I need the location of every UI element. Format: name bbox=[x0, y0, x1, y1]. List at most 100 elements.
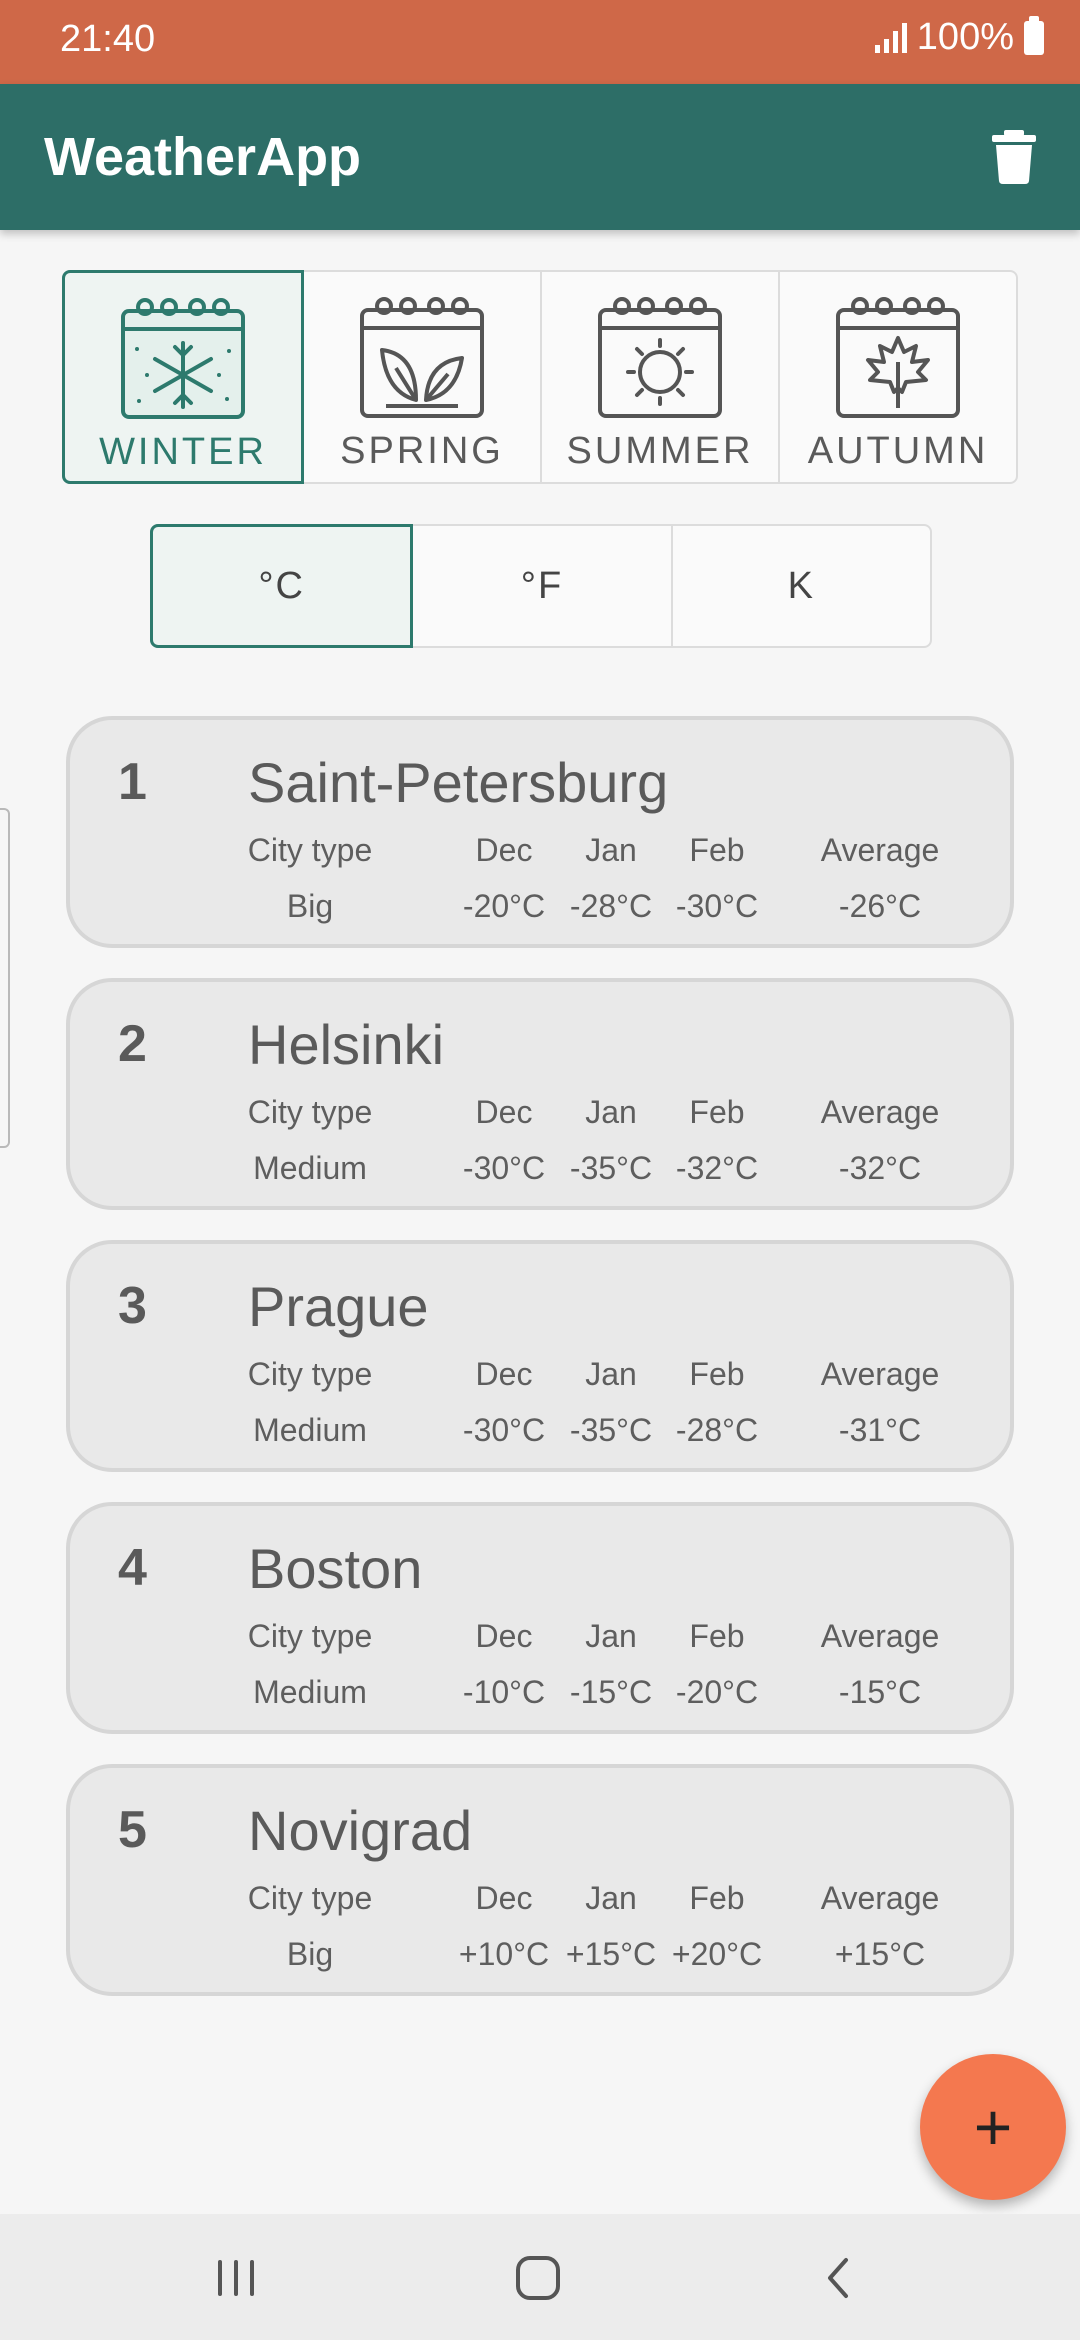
drawer-handle[interactable] bbox=[0, 808, 10, 1148]
city-type-value: Medium bbox=[253, 1150, 367, 1186]
jan-header: Jan bbox=[585, 1880, 637, 1916]
feb-value: -20°C bbox=[675, 1674, 759, 1710]
dec-header: Dec bbox=[475, 1880, 533, 1916]
city-type-value: Big bbox=[286, 1936, 334, 1972]
signal-icon bbox=[874, 22, 907, 53]
city-name: Saint-Petersburg bbox=[248, 751, 669, 814]
season-winter-button[interactable]: WINTER bbox=[62, 270, 304, 484]
dec-value: -20°C bbox=[462, 888, 546, 924]
dec-value: -10°C bbox=[462, 1674, 546, 1710]
city-type-header: City type bbox=[247, 1880, 373, 1916]
dec-value: -30°C bbox=[462, 1150, 546, 1186]
average-header: Average bbox=[820, 832, 940, 868]
jan-header: Jan bbox=[585, 1094, 637, 1130]
average-value: +15°C bbox=[834, 1936, 926, 1972]
jan-value: -35°C bbox=[569, 1412, 653, 1448]
status-bar: 21:40 100% bbox=[0, 0, 1080, 84]
unit-celsius-button[interactable]: °C bbox=[150, 524, 414, 648]
feb-value: -32°C bbox=[675, 1150, 759, 1186]
delete-button[interactable] bbox=[984, 126, 1044, 186]
feb-header: Feb bbox=[689, 1094, 745, 1130]
jan-header: Jan bbox=[585, 1618, 637, 1654]
app-title: WeatherApp bbox=[44, 127, 362, 187]
jan-header: Jan bbox=[585, 832, 637, 868]
city-card[interactable]: 3 Prague City type Dec Jan Feb Average M… bbox=[66, 1240, 1014, 1472]
average-header: Average bbox=[820, 1618, 940, 1654]
city-type-header: City type bbox=[247, 1618, 373, 1654]
recent-apps-icon bbox=[218, 2260, 254, 2296]
back-button[interactable] bbox=[810, 2248, 870, 2308]
average-header: Average bbox=[820, 1356, 940, 1392]
jan-value: -15°C bbox=[569, 1674, 653, 1710]
back-icon bbox=[828, 2258, 848, 2298]
trash-icon bbox=[992, 130, 1036, 184]
average-value: -31°C bbox=[838, 1412, 922, 1448]
status-time: 21:40 bbox=[60, 18, 156, 60]
dec-header: Dec bbox=[475, 832, 533, 868]
city-type-header: City type bbox=[247, 832, 373, 868]
jan-value: -28°C bbox=[569, 888, 653, 924]
app-bar: WeatherApp bbox=[0, 84, 1080, 230]
dec-header: Dec bbox=[475, 1618, 533, 1654]
unit-fahrenheit-button[interactable]: °F bbox=[413, 526, 673, 646]
city-card[interactable]: 2 Helsinki City type Dec Jan Feb Average… bbox=[66, 978, 1014, 1210]
city-index: 3 bbox=[118, 1277, 147, 1335]
season-summer-button[interactable]: SUMMER bbox=[542, 272, 780, 482]
home-button[interactable] bbox=[508, 2248, 568, 2308]
city-type-header: City type bbox=[247, 1356, 373, 1392]
city-card[interactable]: 5 Novigrad City type Dec Jan Feb Average… bbox=[66, 1764, 1014, 1996]
city-card[interactable]: 4 Boston City type Dec Jan Feb Average M… bbox=[66, 1502, 1014, 1734]
city-index: 4 bbox=[118, 1539, 147, 1597]
season-winter-label: WINTER bbox=[99, 431, 267, 473]
season-summer-label: SUMMER bbox=[566, 430, 754, 472]
feb-value: -30°C bbox=[675, 888, 759, 924]
city-name: Boston bbox=[248, 1537, 423, 1600]
dec-header: Dec bbox=[475, 1356, 533, 1392]
calendar-leaves-icon bbox=[360, 297, 484, 418]
feb-header: Feb bbox=[689, 832, 745, 868]
average-header: Average bbox=[820, 1094, 940, 1130]
feb-header: Feb bbox=[689, 1618, 745, 1654]
feb-header: Feb bbox=[689, 1880, 745, 1916]
city-type-header: City type bbox=[247, 1094, 373, 1130]
add-city-button[interactable]: + bbox=[920, 2054, 1066, 2200]
jan-header: Jan bbox=[585, 1356, 637, 1392]
system-navigation-bar bbox=[0, 2214, 1080, 2340]
unit-selector: °C °F K bbox=[150, 524, 932, 648]
city-type-value: Medium bbox=[253, 1412, 367, 1448]
season-autumn-button[interactable]: AUTUMN bbox=[780, 272, 1016, 482]
season-selector: WINTER SPRING bbox=[62, 270, 1018, 484]
city-index: 5 bbox=[118, 1801, 147, 1859]
dec-header: Dec bbox=[475, 1094, 533, 1130]
plus-icon: + bbox=[973, 2090, 1013, 2164]
battery-icon bbox=[1024, 15, 1044, 55]
jan-value: -35°C bbox=[569, 1150, 653, 1186]
dec-value: -30°C bbox=[462, 1412, 546, 1448]
city-card[interactable]: 1 Saint-Petersburg City type Dec Jan Feb… bbox=[66, 716, 1014, 948]
average-value: -32°C bbox=[838, 1150, 922, 1186]
calendar-snowflake-icon bbox=[121, 298, 245, 419]
unit-kelvin-button[interactable]: K bbox=[787, 564, 815, 607]
jan-value: +15°C bbox=[565, 1936, 657, 1972]
season-spring-label: SPRING bbox=[340, 430, 504, 472]
home-icon bbox=[516, 2256, 560, 2300]
city-name: Prague bbox=[248, 1275, 429, 1338]
average-value: -26°C bbox=[838, 888, 922, 924]
battery-percent: 100% bbox=[916, 16, 1014, 58]
season-spring-button[interactable]: SPRING bbox=[304, 272, 542, 482]
feb-value: +20°C bbox=[671, 1936, 763, 1972]
average-value: -15°C bbox=[838, 1674, 922, 1710]
city-name: Novigrad bbox=[248, 1799, 473, 1862]
city-type-value: Medium bbox=[253, 1674, 367, 1710]
feb-value: -28°C bbox=[675, 1412, 759, 1448]
status-indicators: 100% bbox=[874, 15, 1044, 59]
dec-value: +10°C bbox=[458, 1936, 550, 1972]
calendar-sun-icon bbox=[598, 297, 722, 418]
recent-apps-button[interactable] bbox=[206, 2248, 266, 2308]
city-name: Helsinki bbox=[248, 1013, 445, 1076]
city-type-value: Big bbox=[286, 888, 334, 924]
city-index: 2 bbox=[118, 1015, 147, 1073]
city-index: 1 bbox=[118, 753, 147, 811]
feb-header: Feb bbox=[689, 1356, 745, 1392]
season-autumn-label: AUTUMN bbox=[807, 430, 989, 472]
